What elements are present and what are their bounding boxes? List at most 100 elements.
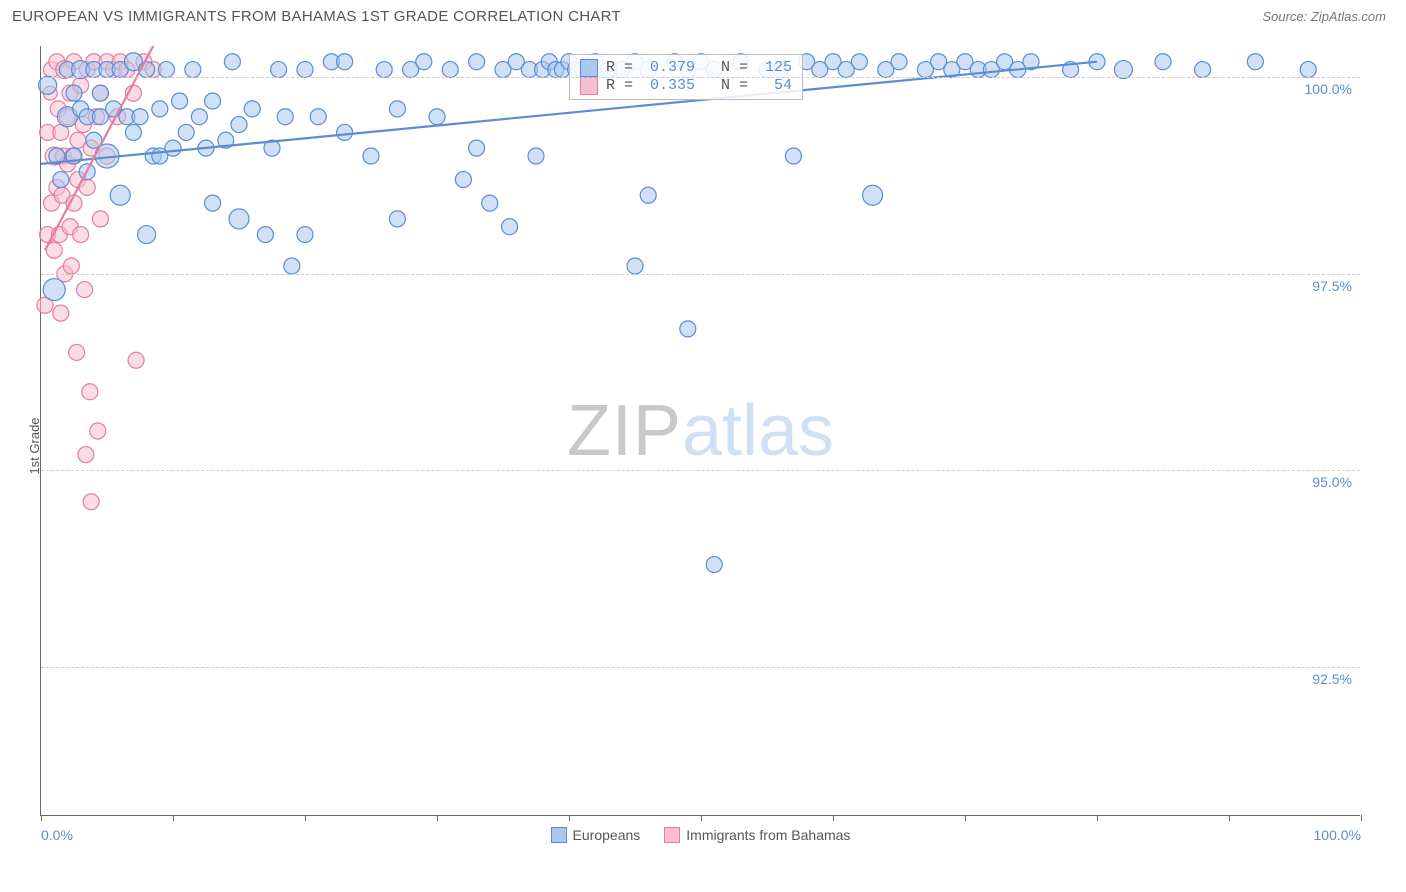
x-tick [173,815,174,821]
x-tick [569,815,570,821]
data-point [469,140,485,156]
stat-r-key: R = [606,59,642,76]
data-point [271,62,287,78]
stat-r-val: 0.379 [650,59,695,76]
data-point [125,124,141,140]
data-point [363,148,379,164]
data-point [53,172,69,188]
scatter-svg [41,46,1360,815]
data-point [442,62,458,78]
data-point [229,209,249,229]
source-name: ZipAtlas.com [1311,9,1386,24]
data-point [78,447,94,463]
data-point [1195,62,1211,78]
data-point [224,54,240,70]
data-point [310,109,326,125]
stats-swatch [580,59,598,77]
data-point [172,93,188,109]
stats-swatch [580,77,598,95]
data-point [66,85,82,101]
data-point [455,172,471,188]
data-point [469,54,485,70]
data-point [77,282,93,298]
data-point [110,185,130,205]
data-point [138,226,156,244]
data-point [158,62,174,78]
data-point [785,148,801,164]
stats-row: R = 0.335 N = 54 [580,77,792,95]
legend-swatch-europeans [551,827,567,843]
data-point [92,211,108,227]
data-point [482,195,498,211]
data-point [53,305,69,321]
data-point [39,76,57,94]
stats-row: R = 0.379 N = 125 [580,59,792,77]
x-tick [701,815,702,821]
chart-source: Source: ZipAtlas.com [1262,9,1386,24]
data-point [231,117,247,133]
legend-label-bahamas: Immigrants from Bahamas [686,827,850,843]
data-point [191,109,207,125]
legend-label-europeans: Europeans [573,827,641,843]
stat-n-val: 54 [765,77,792,94]
stat-n-key: N = [703,59,757,76]
x-tick [437,815,438,821]
source-prefix: Source: [1262,9,1310,24]
x-tick [965,815,966,821]
stat-n-key: N = [703,77,757,94]
x-tick [1097,815,1098,821]
x-tick [1361,815,1362,821]
data-point [257,227,273,243]
data-point [128,352,144,368]
data-point [416,54,432,70]
data-point [627,258,643,274]
data-point [1247,54,1263,70]
data-point [205,195,221,211]
data-point [205,93,221,109]
data-point [244,101,260,117]
data-point [83,494,99,510]
x-tick [833,815,834,821]
data-point [863,185,883,205]
chart-title: EUROPEAN VS IMMIGRANTS FROM BAHAMAS 1ST … [12,8,621,25]
chart-header: EUROPEAN VS IMMIGRANTS FROM BAHAMAS 1ST … [0,0,1406,29]
data-point [152,101,168,117]
legend-item-bahamas: Immigrants from Bahamas [664,827,850,843]
data-point [502,219,518,235]
data-point [429,109,445,125]
data-point [165,140,181,156]
stat-r-key: R = [606,77,642,94]
data-point [178,124,194,140]
gridline [41,470,1360,471]
data-point [69,344,85,360]
data-point [82,384,98,400]
data-point [1155,54,1171,70]
x-tick [305,815,306,821]
x-tick [1229,815,1230,821]
gridline [41,274,1360,275]
gridline [41,667,1360,668]
data-point [389,211,405,227]
data-point [297,62,313,78]
y-tick-label: 95.0% [1312,474,1352,490]
data-point [90,423,106,439]
data-point [92,85,108,101]
data-point [1114,61,1132,79]
data-point [376,62,392,78]
data-point [297,227,313,243]
data-point [185,62,201,78]
data-point [73,227,89,243]
stat-n-val: 125 [765,59,792,76]
gridline [41,77,1360,78]
data-point [63,258,79,274]
y-tick-label: 97.5% [1312,278,1352,294]
data-point [706,557,722,573]
data-point [891,54,907,70]
x-tick [41,815,42,821]
data-point [851,54,867,70]
y-tick-label: 92.5% [1312,671,1352,687]
legend-item-europeans: Europeans [551,827,641,843]
data-point [389,101,405,117]
y-tick-label: 100.0% [1305,81,1352,97]
data-point [284,258,300,274]
